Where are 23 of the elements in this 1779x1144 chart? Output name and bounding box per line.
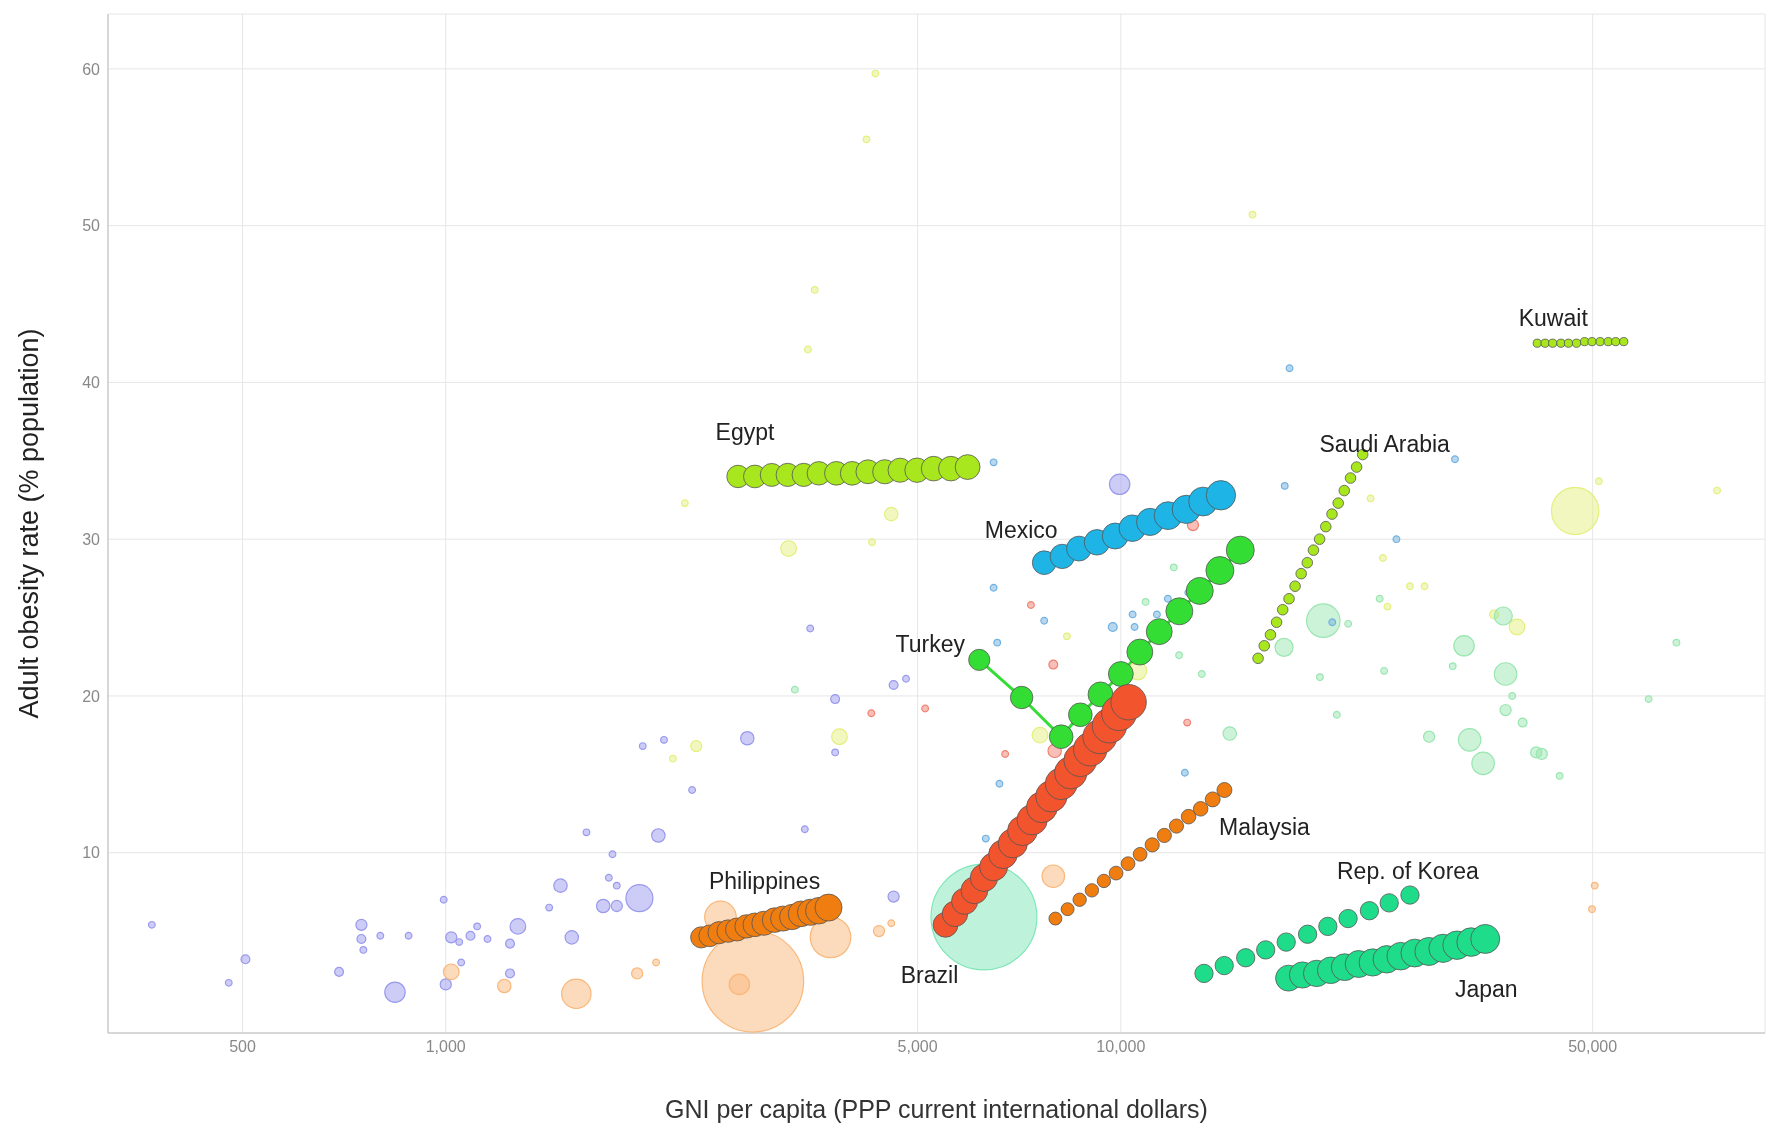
y-tick-label: 60	[82, 60, 101, 78]
x-tick-label: 1,000	[425, 1038, 466, 1056]
series-label: Philippines	[708, 867, 821, 894]
y-tick-label: 50	[82, 217, 101, 235]
x-tick-label: 10,000	[1096, 1038, 1146, 1056]
x-tick-label: 5,000	[897, 1038, 938, 1056]
series-label: Rep. of Korea	[1336, 858, 1480, 885]
series-label: Malaysia	[1219, 814, 1311, 841]
series-label: Turkey	[895, 630, 966, 657]
y-tick-label: 20	[82, 687, 101, 705]
x-axis-title: GNI per capita (PPP current international dollars)	[665, 1095, 1208, 1123]
series-label: Saudi Arabia	[1319, 430, 1451, 457]
y-tick-label: 40	[82, 374, 101, 392]
series-label: Mexico	[984, 516, 1058, 543]
y-tick-label: 10	[82, 844, 101, 862]
y-tick-label: 30	[82, 530, 101, 548]
series-label: Japan	[1454, 975, 1518, 1002]
series-label: Egypt	[715, 419, 776, 446]
series-label: Brazil	[900, 961, 959, 988]
series-label: Kuwait	[1518, 305, 1589, 332]
x-tick-label: 500	[229, 1038, 256, 1056]
x-tick-label: 50,000	[1568, 1038, 1618, 1056]
y-axis-title: Adult obesity rate (% population)	[13, 328, 44, 719]
